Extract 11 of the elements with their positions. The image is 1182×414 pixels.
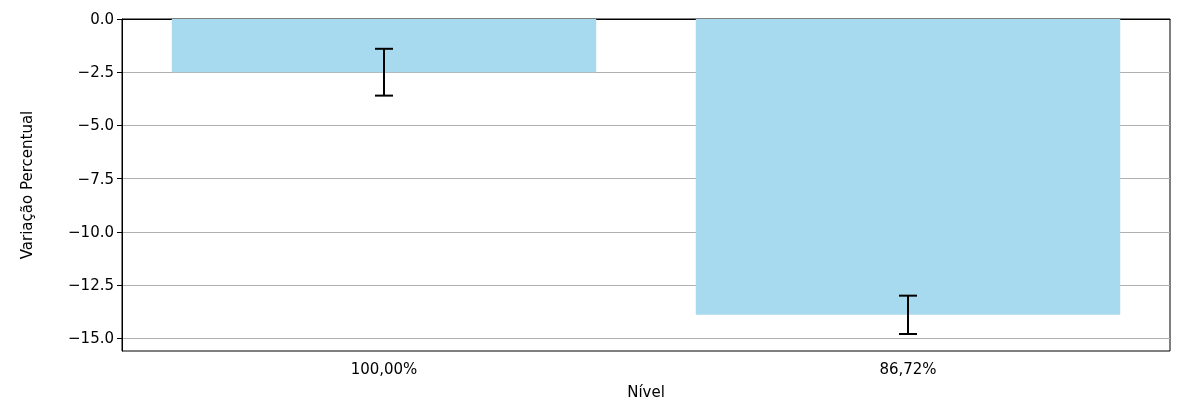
x-tick-label: 86,72% bbox=[879, 359, 937, 378]
y-tick-label: −15.0 bbox=[68, 329, 114, 348]
x-tick-label: 100,00% bbox=[350, 359, 418, 378]
y-tick-label: −12.5 bbox=[68, 276, 114, 295]
y-tick-label: −10.0 bbox=[68, 222, 114, 241]
y-axis-title: Variação Percentual bbox=[17, 110, 36, 260]
y-tick-label: 0.0 bbox=[90, 10, 114, 28]
x-axis-title: Nível bbox=[627, 382, 665, 401]
y-tick-label: −5.0 bbox=[77, 116, 114, 135]
y-tick-label: −7.5 bbox=[77, 169, 114, 188]
y-tick-label: −2.5 bbox=[77, 63, 114, 82]
